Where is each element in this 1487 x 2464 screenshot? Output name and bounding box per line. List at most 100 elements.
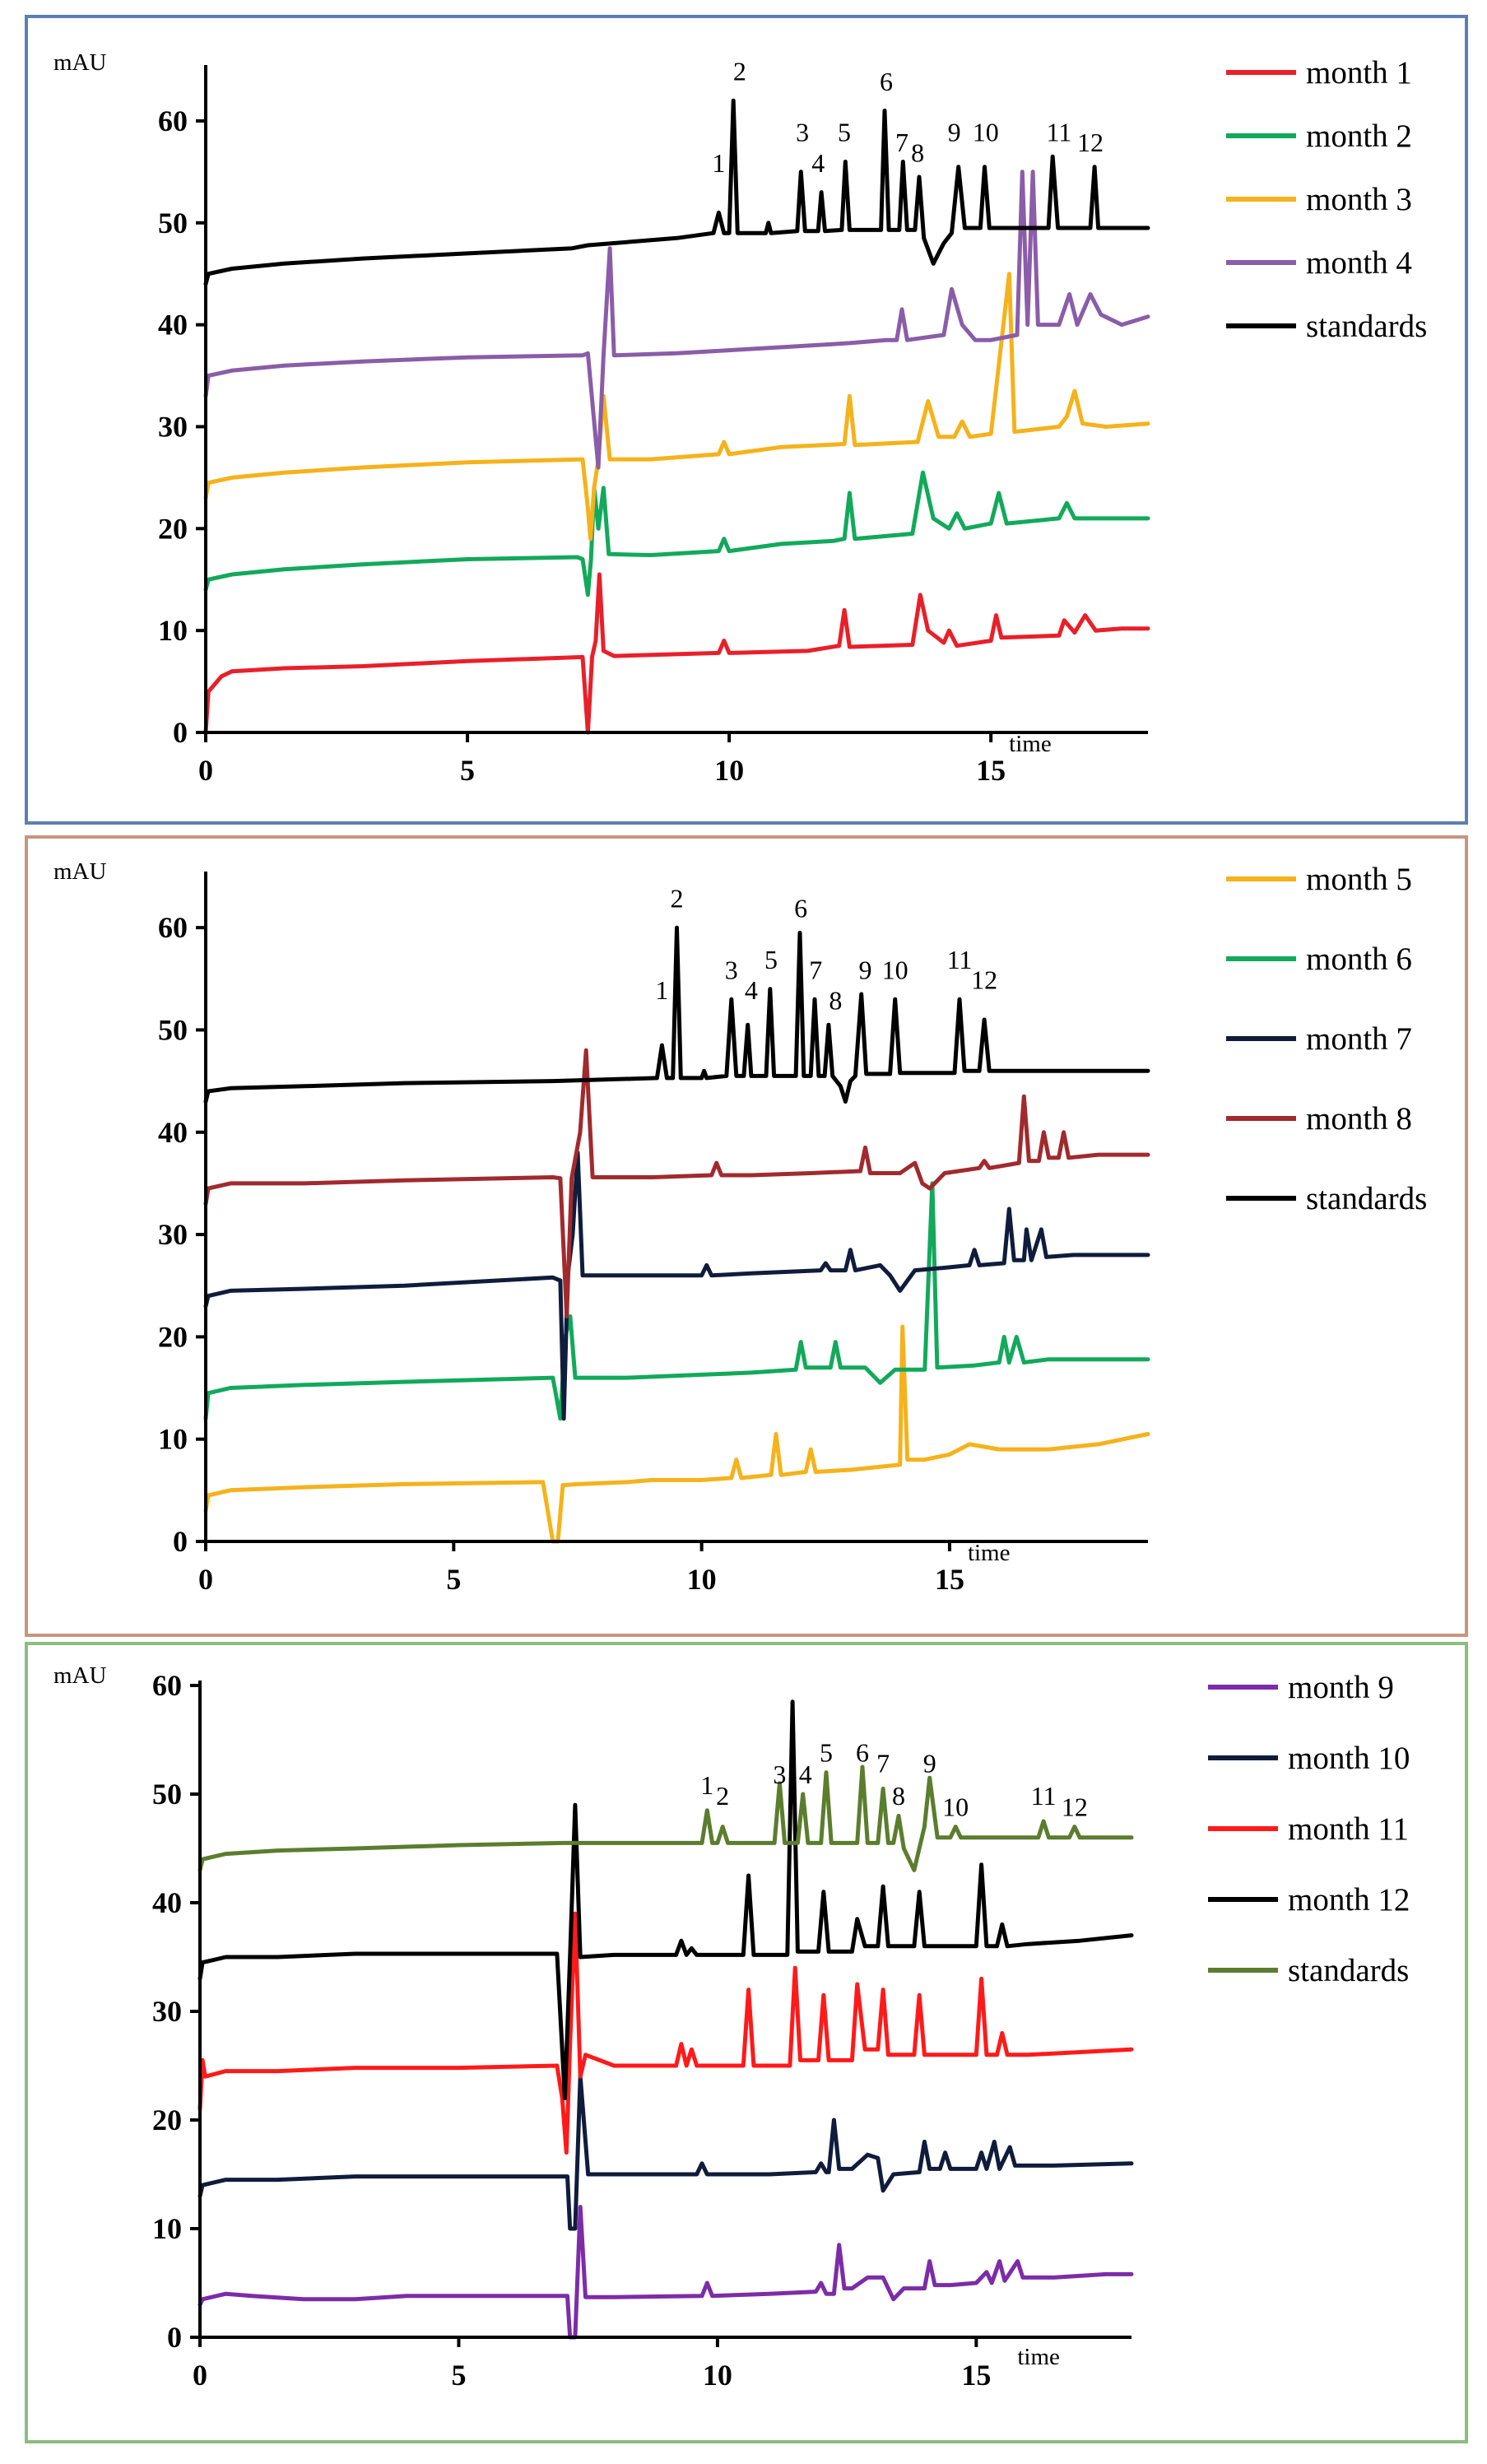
y-tick-label: 20 — [152, 2104, 182, 2136]
y-tick-label: 0 — [167, 2321, 182, 2354]
legend-label-month-2: month 2 — [1306, 119, 1412, 154]
series-line-standards — [203, 98, 1150, 286]
x-tick-label: 0 — [198, 754, 213, 787]
peak-label-9: 9 — [948, 118, 961, 147]
y-tick-label: 50 — [152, 1778, 182, 1811]
y-tick-label: 40 — [158, 1116, 188, 1149]
peak-label-5: 5 — [838, 118, 851, 147]
x-tick-label: 0 — [198, 1563, 213, 1596]
peak-label-1: 1 — [712, 148, 725, 178]
peak-label-1: 1 — [700, 1770, 713, 1800]
series-line-month-7 — [203, 1151, 1150, 1421]
y-axis-title: mAU — [53, 49, 107, 76]
peak-label-3: 3 — [773, 1760, 786, 1789]
panel-2-border — [25, 835, 1468, 1637]
y-tick-label: 60 — [152, 1669, 182, 1702]
x-tick-label: 5 — [460, 754, 475, 787]
peak-label-2: 2 — [671, 883, 684, 913]
series-line-month-12 — [197, 1699, 1134, 2101]
y-tick-label: 50 — [158, 207, 188, 239]
y-tick-label: 10 — [158, 1423, 188, 1456]
y-axis-title: mAU — [53, 1662, 107, 1689]
legend-label-month-3: month 3 — [1306, 182, 1412, 217]
peak-label-7: 7 — [876, 1749, 890, 1778]
y-tick-label: 0 — [173, 716, 188, 749]
peak-label-3: 3 — [725, 955, 738, 984]
y-tick-label: 20 — [158, 512, 188, 545]
peak-label-10: 10 — [973, 118, 999, 147]
legend-label-month-11: month 11 — [1288, 1811, 1409, 1847]
peak-label-11: 11 — [947, 945, 973, 974]
legend-label-standards: standards — [1306, 1181, 1427, 1216]
series-line-month-4 — [203, 170, 1150, 470]
peak-label-4: 4 — [811, 148, 825, 178]
panel-2-legend: month 5 month 6 month 7 month 8 standards — [1226, 862, 1427, 1216]
peak-label-4: 4 — [799, 1760, 812, 1789]
x-tick-label: 5 — [446, 1563, 461, 1596]
legend-label-standards: standards — [1306, 309, 1427, 344]
peak-label-12: 12 — [971, 965, 997, 995]
y-tick-label: 30 — [158, 410, 188, 443]
panel-1-border — [25, 15, 1468, 825]
x-tick-label: 15 — [961, 2359, 991, 2392]
y-tick-label: 30 — [158, 1218, 188, 1251]
panel-3-plot — [197, 1699, 1134, 2340]
y-tick-label: 20 — [158, 1320, 188, 1353]
y-tick-label: 50 — [158, 1013, 188, 1046]
y-tick-label: 40 — [152, 1886, 182, 1919]
peak-label-7: 7 — [895, 128, 908, 157]
legend-label-month-8: month 8 — [1306, 1101, 1412, 1137]
peak-label-5: 5 — [820, 1737, 833, 1767]
peak-label-10: 10 — [882, 955, 908, 984]
series-line-month-2 — [203, 470, 1150, 597]
legend-label-month-7: month 7 — [1306, 1021, 1412, 1057]
peak-label-5: 5 — [764, 945, 778, 974]
series-line-month-9 — [197, 2205, 1134, 2340]
series-line-month-10 — [197, 2074, 1134, 2231]
legend-label-month-5: month 5 — [1306, 862, 1412, 897]
peak-label-7: 7 — [809, 955, 822, 984]
peak-label-6: 6 — [794, 894, 807, 923]
peak-label-4: 4 — [745, 975, 758, 1005]
series-line-month-11 — [197, 1911, 1134, 2155]
x-tick-label: 10 — [687, 1563, 717, 1596]
panel-1-legend: month 1 month 2 month 3 month 4 standards — [1226, 55, 1427, 344]
x-axis-title: time — [1009, 731, 1052, 757]
panel-3-legend: month 9 month 10 month 11 month 12 standards — [1208, 1670, 1410, 1988]
peak-label-11: 11 — [1031, 1781, 1057, 1811]
peak-label-9: 9 — [859, 955, 872, 984]
panel-2-plot — [203, 925, 1150, 1544]
peak-label-11: 11 — [1046, 118, 1071, 147]
peak-label-2: 2 — [733, 56, 746, 86]
peak-label-12: 12 — [1062, 1792, 1088, 1821]
x-tick-label: 10 — [703, 2359, 732, 2392]
series-line-standards — [203, 925, 1150, 1104]
y-axis-title: mAU — [53, 858, 107, 885]
peak-label-1: 1 — [655, 975, 668, 1005]
y-tick-label: 10 — [158, 614, 188, 647]
peak-label-2: 2 — [716, 1781, 729, 1811]
peak-label-10: 10 — [942, 1792, 969, 1821]
peak-label-6: 6 — [880, 67, 893, 96]
legend-label-month-4: month 4 — [1306, 245, 1412, 281]
series-line-month-3 — [203, 272, 1150, 542]
peak-label-6: 6 — [856, 1737, 869, 1767]
x-tick-label: 15 — [935, 1563, 964, 1596]
peak-label-12: 12 — [1077, 128, 1104, 157]
legend-label-month-12: month 12 — [1288, 1882, 1410, 1918]
peak-label-3: 3 — [796, 118, 809, 147]
peak-label-8: 8 — [911, 137, 924, 167]
legend-label-standards: standards — [1288, 1953, 1409, 1988]
peak-label-8: 8 — [892, 1781, 905, 1811]
x-tick-label: 10 — [714, 754, 744, 787]
legend-label-month-10: month 10 — [1288, 1741, 1410, 1776]
y-tick-label: 10 — [152, 2212, 182, 2245]
series-line-month-1 — [203, 572, 1150, 735]
